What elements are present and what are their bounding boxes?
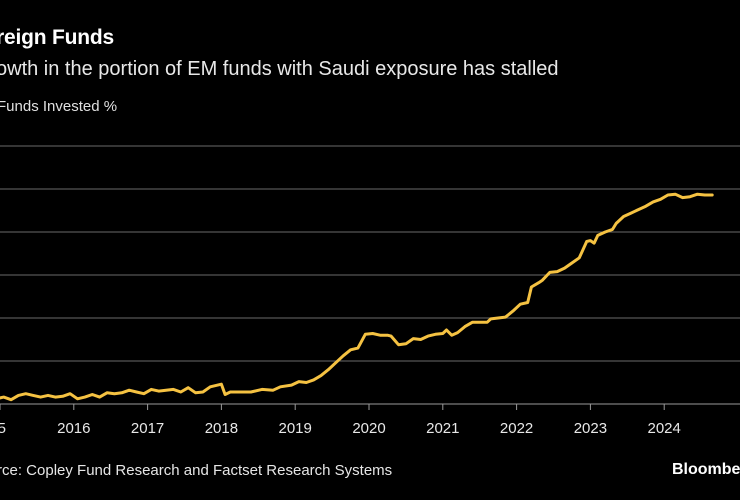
x-tick-label: 2023 — [574, 420, 607, 437]
x-tick-label: 2017 — [131, 420, 164, 437]
x-tick-label: 2022 — [500, 420, 533, 437]
bloomberg-logo: Bloomberg — [672, 461, 740, 478]
x-tick-label: 2018 — [205, 420, 238, 437]
x-axis-ticks: 5 2016 2017 2018 2019 2020 2021 2022 2023 2024 — [0, 404, 681, 437]
gridlines — [0, 145, 740, 405]
source-note: rce: Copley Fund Research and Factset Re… — [0, 462, 393, 479]
series-line — [0, 192, 714, 402]
x-tick-label: 2016 — [57, 420, 90, 437]
x-tick-label: 2020 — [352, 420, 385, 437]
x-tick-label: 2024 — [648, 420, 681, 437]
series-lines — [0, 192, 714, 402]
chart-subtitle: owth in the portion of EM funds with Sau… — [0, 58, 559, 80]
x-tick-label: 2021 — [426, 420, 459, 437]
x-tick-label: 5 — [0, 420, 6, 437]
chart-title: reign Funds — [0, 26, 114, 49]
x-tick-label: 2019 — [279, 420, 312, 437]
y-axis-label: Funds Invested % — [0, 98, 118, 115]
